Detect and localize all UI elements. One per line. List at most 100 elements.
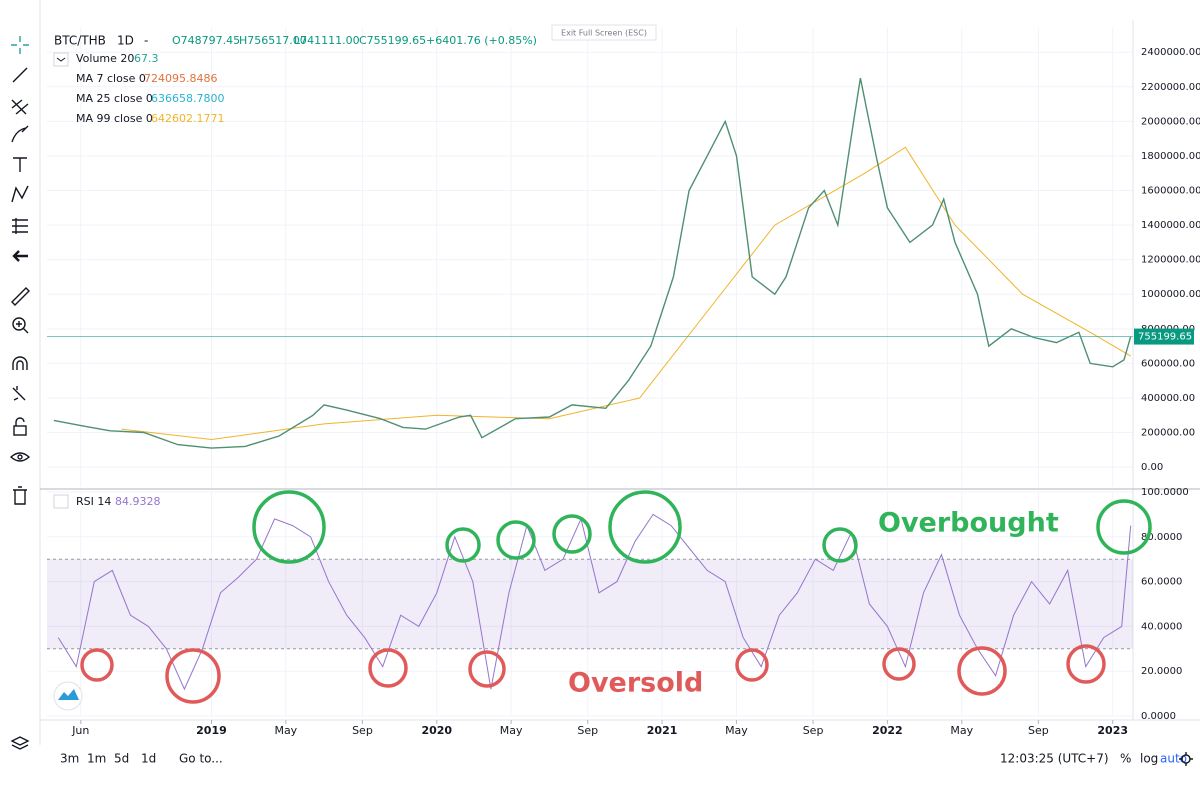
close: C755199.65 [359,34,426,47]
legend: BTC/THB 1D - O748797.45 H756517.00 L7411… [53,34,537,125]
range-button[interactable]: 1m [87,752,106,766]
overbought-circle [445,527,481,563]
y-tick-label: 1000000.00 [1141,289,1200,300]
settings-button[interactable] [1179,752,1193,766]
line-tool[interactable] [12,67,28,83]
visibility-tool[interactable] [9,452,31,462]
collapse-button[interactable] [53,52,69,67]
log-toggle[interactable]: log [1140,752,1158,766]
zoom-tool[interactable] [12,317,29,334]
rsi-band [47,559,1133,649]
price-line [53,77,1132,449]
y-tick-label: 0.00 [1141,462,1163,473]
rsi-collapse-button[interactable] [53,494,69,509]
x-tick-label: May [500,724,523,737]
oversold-circle [735,648,769,682]
magnet-tool[interactable] [12,356,28,370]
fib-tool[interactable] [11,99,29,115]
y-tick-label: 0.0000 [1141,711,1176,722]
low: L741111.00 [294,34,360,47]
y-tick-label: 2200000.00 [1141,82,1200,93]
y-tick-label: 400000.00 [1141,393,1195,404]
y-tick-label: 60.0000 [1141,577,1182,588]
last-price-label: 755199.65 [1138,332,1192,343]
grid [47,28,1133,717]
left-toolbar [9,36,31,750]
text-tool[interactable] [13,157,27,172]
y-tick-label: 1800000.00 [1141,151,1200,162]
overbought-circle [496,520,536,560]
symbol: BTC/THB [54,34,106,48]
indicator-name: Volume 20 [76,52,134,65]
x-tick-label: 2021 [647,724,678,737]
auto-toggle[interactable]: auto [1160,752,1187,766]
oversold-circle [165,648,221,704]
y-tick-label: 100.0000 [1141,487,1189,498]
rsi-legend-box [54,494,184,510]
x-tick-label: May [274,724,297,737]
x-tick-label: May [950,724,973,737]
clock: 12:03:25 (UTC+7) [1000,752,1109,766]
ruler-tool[interactable] [11,287,30,306]
y-tick-label: 2400000.00 [1141,47,1200,58]
indicator-name: MA 99 close 0 [76,112,153,125]
overbought-circle [1096,499,1152,555]
overbought-circle [552,514,592,554]
high: H756517.00 [239,34,307,47]
y-tick-label: 2000000.00 [1141,116,1200,127]
ma-line [121,146,1131,441]
goto-button[interactable]: Go to... [179,752,223,766]
x-tick-label: May [725,724,748,737]
percent-toggle[interactable]: % [1120,752,1131,766]
x-tick-label: Sep [1028,724,1049,737]
range-button[interactable]: 1d [141,752,156,766]
x-tick-label: 2022 [872,724,903,737]
oversold-circle [1066,644,1106,684]
change: +6401.76 (+0.85%) [426,34,537,47]
rsi-name: RSI 14 [76,495,111,508]
pattern-tool[interactable] [11,185,29,203]
y-tick-label: 200000.00 [1141,428,1195,439]
x-tick-label: Sep [352,724,373,737]
crosshair-tool[interactable] [11,36,29,54]
indicator-value: 67.3 [134,52,159,65]
back-arrow[interactable] [12,250,28,262]
y-tick-label: 1200000.00 [1141,255,1200,266]
overbought-circle [252,490,326,564]
y-tick-label: 600000.00 [1141,358,1195,369]
indicator-value: 724095.8486 [144,72,217,85]
x-tick-label: Jun [71,724,89,737]
overbought-circle [822,527,858,563]
prediction-tool[interactable] [12,218,28,234]
brush-tool[interactable] [11,125,29,143]
overbought-circle [608,490,682,564]
range-button[interactable]: 5d [114,752,129,766]
layers-tool[interactable] [10,736,30,750]
x-tick-label: Sep [803,724,824,737]
rsi-line [57,513,1132,691]
open: O748797.45 [172,34,240,47]
lock-drawing[interactable] [12,386,26,401]
x-tick-label: 2023 [1097,724,1128,737]
exit-fullscreen-button[interactable] [551,24,657,41]
overbought-annotation: Overbought [878,508,1059,539]
oversold-circle [957,646,1007,696]
indicator-value: 642602.1771 [151,112,224,125]
y-tick-label: 40.0000 [1141,621,1182,632]
lock-tool[interactable] [13,417,27,436]
delete-tool[interactable] [13,486,27,505]
oversold-circle [882,647,916,681]
x-tick-label: 2019 [196,724,227,737]
y-tick-label: 1400000.00 [1141,220,1200,231]
dash: - [144,34,148,48]
exit-fullscreen-label[interactable]: Exit Full Screen (ESC) [561,29,647,38]
oversold-circle [80,648,114,682]
x-tick-label: 2020 [421,724,452,737]
indicator-name: MA 7 close 0 [76,72,146,85]
y-tick-label: 1600000.00 [1141,186,1200,197]
range-button[interactable]: 3m [60,752,79,766]
x-tick-label: Sep [577,724,598,737]
collapse-icon [56,57,66,62]
